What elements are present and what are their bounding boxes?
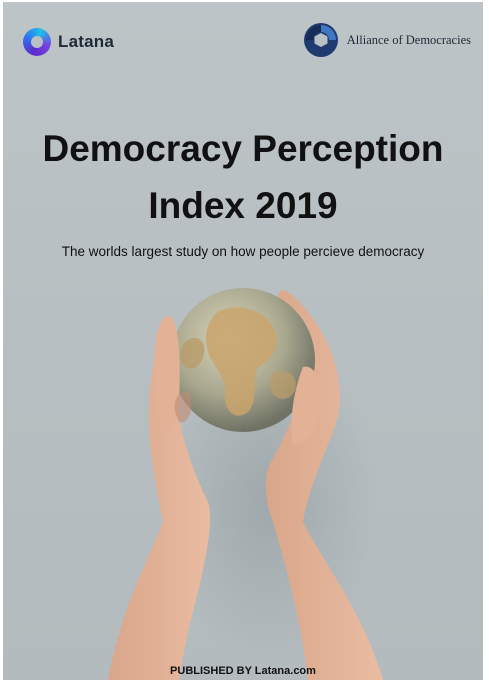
latana-logo: Latana [23,28,114,56]
latana-wordmark: Latana [58,32,114,51]
report-title: Democracy Perception Index 2019 [3,120,483,234]
alliance-logo: Alliance of Democracies [303,22,471,58]
publisher-credit: PUBLISHED BY Latana.com [170,665,316,677]
hands-globe-image [108,288,383,680]
latana-logo-icon [23,28,51,56]
alliance-wordmark: Alliance of Democracies [346,32,471,47]
report-cover: Latana Alliance of Democracies Democracy… [3,2,483,680]
title-line-1: Democracy Perception [42,128,444,169]
alliance-logo-icon [303,23,338,57]
title-line-2: Index 2019 [148,185,338,226]
report-subtitle: The worlds largest study on how people p… [61,244,425,259]
